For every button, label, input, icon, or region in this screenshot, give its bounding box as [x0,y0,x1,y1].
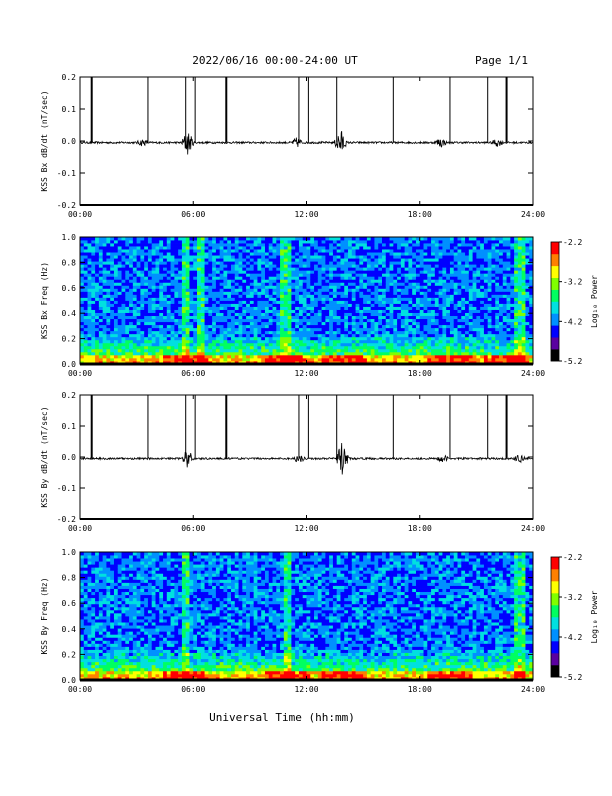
bx-dbdt-panel: 00:00 06:00 12:00 18:00 24:00 0.2 0.1 0.0 -0.1 -0… [40,73,545,219]
y-tick-label: 1.0 [62,548,77,557]
x-tick-label: 06:00 [181,524,205,533]
y-tick-label: 0.0 [62,453,77,462]
y-tick-label: 0.6 [62,599,77,608]
colorbar-segment [551,617,559,629]
colorbar-segment [551,290,559,302]
by-dbdt-panel: 00:00 06:00 12:00 18:00 24:00 0.2 0.1 0.0 -0.1 -0… [40,391,545,533]
x-tick-label: 24:00 [521,685,545,694]
colorbar-segment [551,605,559,617]
colorbar-segment [551,278,559,290]
colorbar-segment [551,242,559,254]
x-tick-label: 12:00 [294,210,318,219]
colorbar-segment [551,581,559,593]
colorbar-segment [551,557,559,569]
x-axis-title: Universal Time (hh:mm) [209,711,355,724]
colorbar-tick-label: -3.2 [563,593,582,602]
x-tick-label: 06:00 [181,369,205,378]
y-tick-label: 0.8 [62,574,77,583]
colorbar-segment [551,302,559,314]
colorbar-segment [551,629,559,641]
colorbar-segment [551,325,559,337]
y-tick-label: 0.2 [62,391,77,400]
y-tick-label: 0.4 [62,625,77,634]
y-tick-label: 1.0 [62,233,77,242]
x-tick-label: 00:00 [68,685,92,694]
bx-colorbar: -2.2 -3.2 -4.2 -5.2 Log₁₀ Power [551,238,599,366]
y-tick-label: 0.4 [62,309,77,318]
x-tick-label: 18:00 [408,685,432,694]
y-tick-label: 0.1 [62,105,77,114]
colorbar-segment [551,349,559,361]
x-tick-label: 00:00 [68,524,92,533]
x-tick-label: 18:00 [408,369,432,378]
x-tick-label: 24:00 [521,210,545,219]
y-axis-label: KSS By Freq (Hz) [40,577,49,654]
colorbar-segment [551,641,559,653]
colorbar-label: Log₁₀ Power [590,275,599,328]
y-tick-label: -0.2 [57,201,76,210]
by-colorbar: -2.2 -3.2 -4.2 -5.2 Log₁₀ Power [551,553,599,682]
colorbar-tick-label: -2.2 [563,553,582,562]
x-tick-label: 06:00 [181,210,205,219]
x-tick-label: 00:00 [68,369,92,378]
spectrogram-cells [80,237,533,364]
y-axis-label: KSS Bx dB/dt (nT/sec) [40,90,49,191]
colorbar-segment [551,313,559,325]
y-tick-label: 0.2 [62,73,77,82]
y-tick-label: 0.1 [62,422,77,431]
colorbar-segment [551,593,559,605]
x-tick-label: 00:00 [68,210,92,219]
colorbar-tick-label: -2.2 [563,238,582,247]
y-tick-label: 0.2 [62,650,77,659]
by-spectrogram-panel: 00:00 06:00 12:00 18:00 24:00 1.0 0.8 0.6 0.4 0.2… [40,548,545,694]
y-tick-label: -0.1 [57,484,76,493]
y-axis-label: KSS By dB/dt (nT/sec) [40,406,49,507]
colorbar-tick-label: -3.2 [563,278,582,287]
colorbar-segment [551,337,559,349]
colorbar-segment [551,665,559,677]
colorbar-tick-label: -4.2 [563,317,582,326]
colorbar-segment [551,569,559,581]
x-tick-label: 18:00 [408,524,432,533]
x-tick-label: 12:00 [294,524,318,533]
y-tick-label: 0.0 [62,137,77,146]
y-tick-label: 0.8 [62,258,77,267]
y-tick-label: 0.0 [62,676,77,685]
page-title: 2022/06/16 00:00-24:00 UT [192,54,358,67]
y-tick-label: -0.2 [57,515,76,524]
x-tick-label: 18:00 [408,210,432,219]
colorbar-tick-label: -5.2 [563,357,582,366]
colorbar-segment [551,254,559,266]
y-tick-label: 0.2 [62,335,77,344]
x-tick-label: 06:00 [181,685,205,694]
bx-spectrogram-panel: 00:00 06:00 12:00 18:00 24:00 1.0 0.8 0.6 0.4 0.2… [40,233,545,378]
x-tick-label: 24:00 [521,524,545,533]
colorbar-segment [551,653,559,665]
x-tick-label: 24:00 [521,369,545,378]
spectrogram-cells [80,552,533,680]
x-tick-label: 12:00 [294,369,318,378]
colorbar-label: Log₁₀ Power [590,590,599,643]
y-tick-label: 0.6 [62,284,77,293]
page-number: Page 1/1 [475,54,528,67]
colorbar-tick-label: -4.2 [563,633,582,642]
y-axis-label: KSS Bx Freq (Hz) [40,262,49,339]
x-tick-label: 12:00 [294,685,318,694]
colorbar-segment [551,266,559,278]
colorbar-tick-label: -5.2 [563,673,582,682]
y-tick-label: -0.1 [57,169,76,178]
y-tick-label: 0.0 [62,360,77,369]
